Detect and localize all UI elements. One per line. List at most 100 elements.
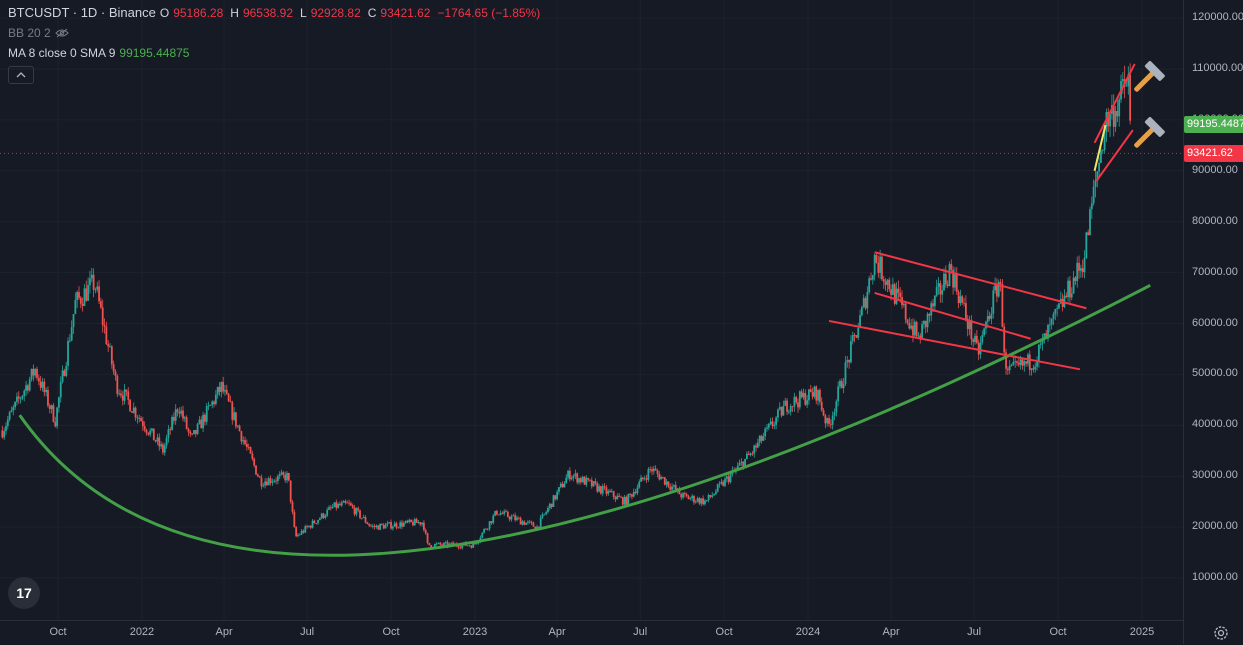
candle-body	[1116, 111, 1119, 117]
candle-body	[169, 429, 172, 431]
candle	[753, 444, 756, 458]
candle-body	[970, 319, 973, 340]
candle-body	[545, 512, 548, 514]
candle-body	[359, 510, 361, 519]
gear-icon[interactable]	[1212, 624, 1230, 642]
candle	[652, 465, 655, 475]
candle	[329, 505, 332, 511]
symbol-title[interactable]: BTCUSDT · 1D · Binance	[8, 5, 156, 20]
candle-body	[21, 395, 24, 399]
ma-indicator-label[interactable]: MA 8 close 0 SMA 9	[8, 46, 116, 60]
candle-body	[860, 307, 863, 316]
candle	[855, 334, 858, 339]
candle	[811, 387, 814, 400]
tradingview-logo[interactable]: 17	[8, 577, 40, 609]
candle-body	[990, 313, 993, 319]
candle	[156, 433, 159, 446]
candle	[174, 404, 177, 425]
candle-body	[933, 295, 936, 307]
eye-hidden-icon[interactable]	[54, 28, 69, 38]
candle	[559, 482, 562, 489]
candle	[952, 266, 955, 295]
candle-body	[767, 423, 770, 428]
candle	[134, 406, 137, 421]
candle-body	[855, 335, 858, 338]
bb-indicator-label[interactable]: BB 20 2	[8, 26, 51, 40]
candle	[589, 479, 591, 482]
time-axis[interactable]: Oct 2022 Apr Jul Oct 2023 Apr Jul Oct 2024 Apr Jul O…	[0, 620, 1183, 645]
price-axis[interactable]: 120000.00110000.00100000.0090000.0080000…	[1183, 0, 1243, 644]
candle	[1101, 149, 1104, 155]
candle-body	[300, 530, 303, 535]
candle	[541, 512, 544, 520]
candle-body	[311, 520, 314, 528]
candle-body	[687, 495, 690, 500]
candle	[63, 368, 66, 377]
candle-body	[574, 473, 577, 476]
candle-body	[329, 507, 332, 509]
candle-body	[698, 498, 701, 504]
candle-body	[233, 412, 236, 420]
candle-body	[165, 437, 168, 446]
candle-body	[946, 284, 949, 287]
candle-body	[570, 477, 573, 480]
price-tick-label: 40000.00	[1192, 418, 1238, 431]
candle	[988, 311, 991, 322]
candle	[800, 389, 803, 399]
candle-body	[194, 430, 197, 434]
candle	[490, 520, 493, 525]
candle-body	[508, 516, 511, 520]
candle	[36, 366, 38, 381]
candle	[220, 381, 223, 398]
candle	[233, 407, 236, 422]
candle-body	[101, 307, 104, 326]
candle	[415, 517, 418, 523]
candle	[702, 495, 705, 506]
candle-body	[247, 447, 250, 448]
candle	[355, 507, 358, 517]
candle-body	[528, 521, 531, 523]
price-tick-label: 110000.00	[1192, 62, 1243, 74]
candle-body	[216, 386, 219, 395]
candle	[362, 514, 365, 519]
candle	[309, 525, 312, 530]
legend-collapse-button[interactable]	[8, 66, 34, 84]
candle	[614, 495, 617, 503]
channel-line	[828, 319, 1081, 371]
candle	[837, 381, 840, 407]
candle-body	[132, 407, 135, 413]
candle-body	[1036, 360, 1038, 367]
candle	[189, 430, 192, 438]
candle-body	[1083, 258, 1086, 273]
candle-body	[12, 407, 15, 411]
candle	[517, 516, 520, 520]
price-chart[interactable]	[0, 0, 1183, 620]
hammer-head	[1144, 60, 1165, 81]
candle-body	[401, 522, 403, 527]
candle	[552, 494, 555, 507]
candle	[65, 361, 68, 378]
candle-body	[897, 288, 900, 293]
candle-body	[1021, 359, 1024, 366]
candle-body	[1052, 313, 1055, 319]
candle	[673, 484, 675, 490]
candle	[47, 386, 49, 408]
candle	[401, 519, 403, 530]
time-tick-label: Jul	[300, 626, 315, 638]
candle	[570, 475, 573, 481]
candle-body	[457, 546, 460, 548]
candle-body	[952, 269, 955, 288]
candle	[1041, 333, 1044, 351]
candle	[311, 518, 314, 529]
candle	[543, 513, 546, 516]
candle	[1081, 259, 1084, 278]
candle-body	[975, 335, 978, 343]
candle-body	[1105, 112, 1108, 133]
candle	[917, 331, 920, 338]
candle-body	[798, 391, 801, 408]
candle	[1047, 323, 1049, 342]
candle	[132, 402, 135, 414]
candle-body	[72, 314, 75, 328]
candle	[1054, 308, 1057, 321]
candle	[340, 500, 343, 508]
